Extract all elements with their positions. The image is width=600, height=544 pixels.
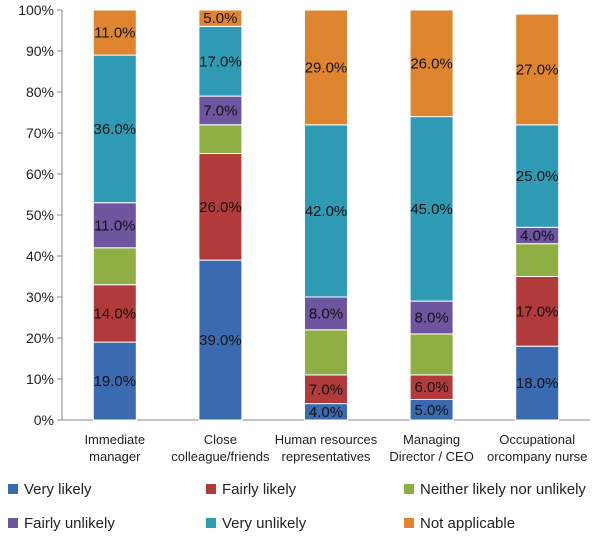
data-label: 18.0% xyxy=(516,375,559,392)
data-label: 7.0% xyxy=(203,102,237,119)
data-label: 8.0% xyxy=(309,305,343,322)
x-category-label: Director / CEO xyxy=(389,449,474,464)
data-label: 5.0% xyxy=(203,10,237,27)
legend-swatch xyxy=(8,484,18,494)
data-label: 26.0% xyxy=(410,55,453,72)
data-label: 4.0% xyxy=(520,228,554,245)
bar-segment xyxy=(515,13,560,126)
x-category-label: manager xyxy=(89,449,141,464)
bar-segment xyxy=(409,9,454,118)
data-label: 42.0% xyxy=(305,203,348,220)
bar-segment xyxy=(92,9,137,56)
bar-segment xyxy=(92,341,137,421)
bar-segment xyxy=(92,247,137,286)
bar-segment xyxy=(198,124,243,155)
y-tick-label: 10% xyxy=(26,371,54,387)
y-tick-label: 70% xyxy=(26,125,54,141)
data-label: 45.0% xyxy=(410,201,453,218)
x-category-label: orcompany nurse xyxy=(487,449,587,464)
data-label: 7.0% xyxy=(309,381,343,398)
bar-segment xyxy=(198,9,243,27)
data-label: 8.0% xyxy=(414,310,448,327)
y-tick-label: 100% xyxy=(18,2,54,18)
bar-segment xyxy=(409,116,454,302)
legend-swatch xyxy=(206,518,216,528)
legend-label: Fairly likely xyxy=(222,481,297,498)
x-category-label: Managing xyxy=(403,432,460,447)
bar-segment xyxy=(515,124,560,228)
y-tick-label: 80% xyxy=(26,84,54,100)
bar-segment xyxy=(515,276,560,347)
y-tick-label: 60% xyxy=(26,166,54,182)
x-category-label: Human resources xyxy=(275,432,378,447)
x-category-label: Immediate xyxy=(84,432,145,447)
y-tick-label: 0% xyxy=(34,412,54,428)
x-category-label: representatives xyxy=(282,449,371,464)
bar-segment xyxy=(304,329,348,376)
data-label: 25.0% xyxy=(516,168,559,185)
data-label: 5.0% xyxy=(414,402,448,419)
x-category-label: colleague/friends xyxy=(171,449,270,464)
bar-segment xyxy=(304,9,348,126)
chart-axes: 0% 10% 20% 30% 40% 50% 60% 70% 80% 90% 100% Immedia… xyxy=(18,2,590,464)
data-label: 6.0% xyxy=(414,379,448,396)
data-label: 39.0% xyxy=(199,332,242,349)
chart-data-labels: 19.0% 14.0% 11.0% 36.0% 11.0% 39.0% 26.0% 7.0% 1… xyxy=(94,10,559,421)
legend-label: Very likely xyxy=(24,481,92,498)
bar-segment xyxy=(304,124,348,298)
bar-segment xyxy=(198,25,243,97)
y-tick-label: 30% xyxy=(26,289,54,305)
data-label: 4.0% xyxy=(309,404,343,421)
data-label: 29.0% xyxy=(305,59,348,76)
legend-swatch xyxy=(404,484,414,494)
bar-segment xyxy=(92,54,137,204)
legend-label: Fairly unlikely xyxy=(24,515,115,532)
data-label: 36.0% xyxy=(94,121,137,138)
chart-bars xyxy=(92,9,560,421)
legend-label: Neither likely nor unlikely xyxy=(420,481,586,498)
bar-segment xyxy=(409,333,454,376)
legend-swatch xyxy=(206,484,216,494)
data-label: 26.0% xyxy=(199,199,242,216)
data-label: 17.0% xyxy=(199,53,242,70)
chart-legend: Very likely Fairly likely Neither likely n… xyxy=(8,481,586,532)
bar-segment xyxy=(515,243,560,277)
bar-segment xyxy=(515,345,560,421)
bar-segment xyxy=(198,95,243,126)
legend-label: Not applicable xyxy=(420,515,515,532)
data-label: 11.0% xyxy=(94,25,135,42)
y-tick-label: 90% xyxy=(26,43,54,59)
x-category-label: Occupational xyxy=(499,432,575,447)
legend-swatch xyxy=(404,518,414,528)
data-label: 27.0% xyxy=(516,61,559,78)
bar-segment xyxy=(198,259,243,421)
bar-segment xyxy=(198,153,243,261)
data-label: 11.0% xyxy=(94,217,135,234)
data-label: 19.0% xyxy=(94,373,137,390)
bar-segment xyxy=(409,300,454,335)
data-label: 14.0% xyxy=(94,305,137,322)
x-category-label: Close xyxy=(204,432,237,447)
data-label: 17.0% xyxy=(516,303,559,320)
bar-segment xyxy=(304,374,348,405)
bar-segment xyxy=(409,374,454,400)
y-tick-label: 20% xyxy=(26,330,54,346)
bar-segment xyxy=(304,296,348,331)
legend-swatch xyxy=(8,518,18,528)
y-tick-label: 50% xyxy=(26,207,54,223)
legend-label: Very unlikely xyxy=(222,515,307,532)
y-tick-label: 40% xyxy=(26,248,54,264)
